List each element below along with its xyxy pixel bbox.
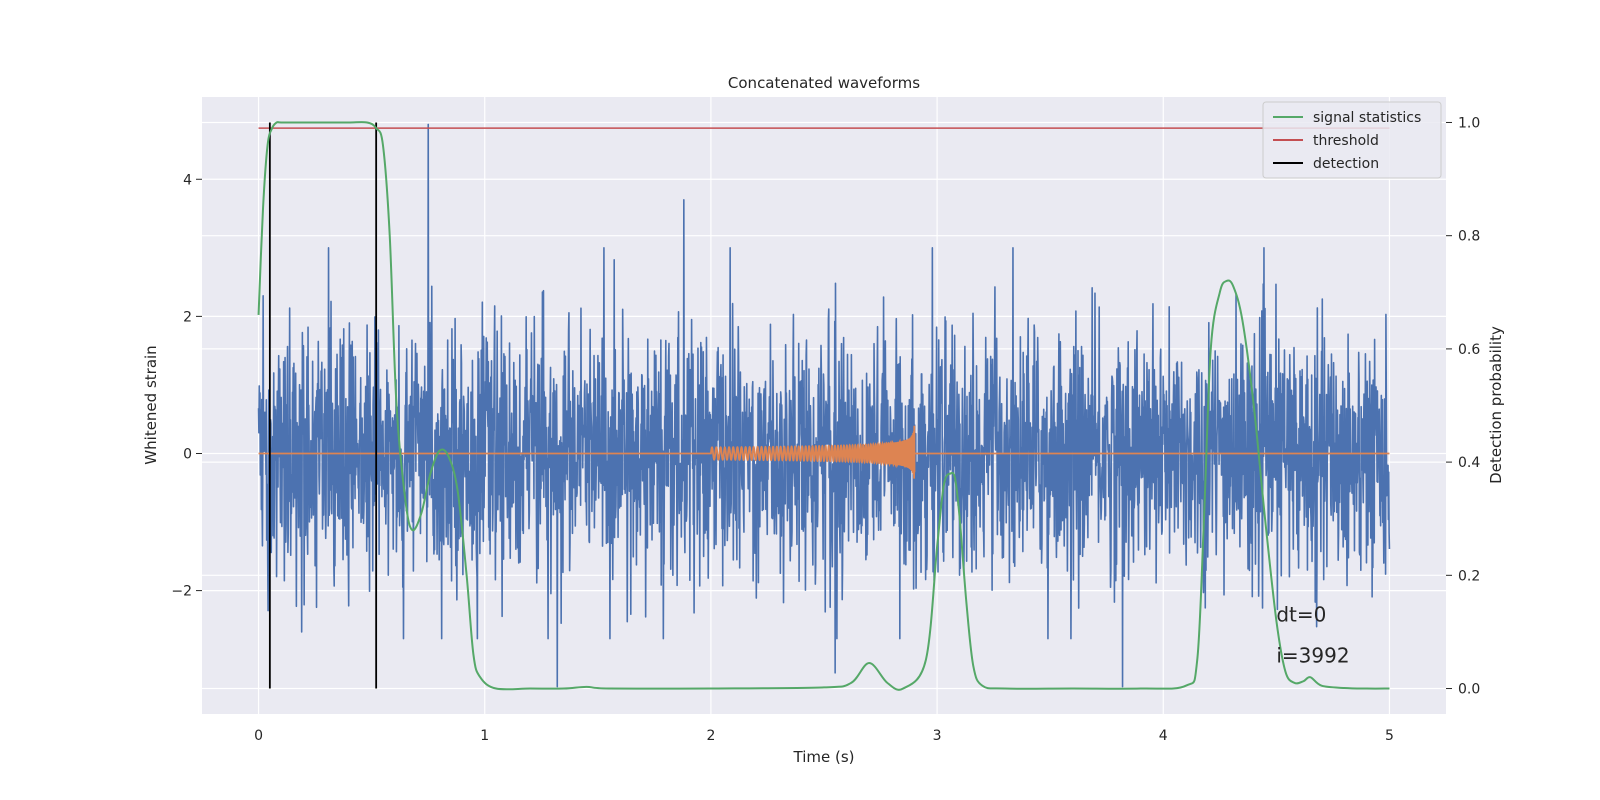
annotation-0: dt=0 (1276, 602, 1326, 626)
y-left-tick-label: 0 (183, 446, 192, 462)
x-axis-label: Time (s) (793, 748, 855, 766)
legend-label: detection (1313, 156, 1379, 172)
series-strain-line (257, 123, 1391, 688)
x-tick-label: 5 (1385, 728, 1394, 744)
series-layer (257, 121, 1391, 691)
annotation-1: i=3992 (1276, 644, 1349, 668)
y-right-tick-label: 0.4 (1458, 455, 1480, 471)
x-tick-label: 1 (480, 728, 489, 744)
series-signal-statistics-line (257, 121, 1390, 691)
y-axis-label-right: Detection probability (1487, 326, 1505, 484)
y-right-tick-label: 0.6 (1458, 342, 1480, 358)
y-right-tick-label: 1.0 (1458, 115, 1480, 131)
y-left-tick-label: 2 (183, 309, 192, 325)
y-right-tick-label: 0.0 (1458, 682, 1480, 698)
legend-label: threshold (1313, 133, 1379, 149)
x-tick-label: 0 (254, 728, 263, 744)
x-tick-label: 3 (933, 728, 942, 744)
legend-label: signal statistics (1313, 110, 1421, 126)
legend: signal statistics threshold detection (1262, 101, 1442, 179)
x-tick-label: 4 (1159, 728, 1168, 744)
y-right-tick-label: 0.8 (1458, 229, 1480, 245)
y-left-tick-label: −2 (171, 584, 192, 600)
y-axis-label-left: Whitened strain (142, 345, 160, 464)
x-tick-label: 2 (706, 728, 715, 744)
y-left-tick-label: 4 (183, 172, 192, 188)
legend-box (1262, 101, 1442, 179)
series-chirp-line (258, 425, 1390, 479)
y-right-tick-label: 0.2 (1458, 568, 1480, 584)
chart-title: Concatenated waveforms (728, 74, 920, 92)
ticks: 0 1 2 3 4 5 −2 0 2 4 0.0 0.2 0.4 0.6 0.8 1.0 (171, 115, 1480, 744)
annotations: dt=0 i=3992 (1276, 602, 1349, 667)
